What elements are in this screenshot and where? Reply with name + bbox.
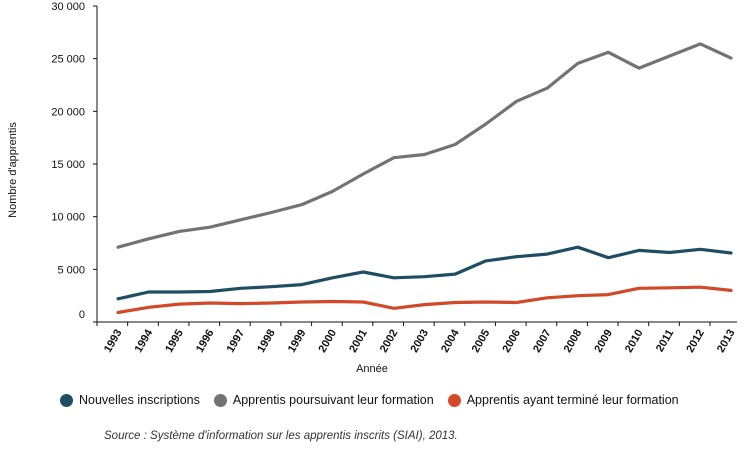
- x-tick-label: 2005: [470, 328, 493, 355]
- x-tick-label: 2003: [408, 328, 431, 355]
- x-tick-label: 2013: [715, 328, 738, 355]
- legend-label: Nouvelles inscriptions: [79, 393, 200, 407]
- y-tick-label: 25 000: [51, 54, 85, 66]
- legend-item-poursuivant: Apprentis poursuivant leur formation: [213, 393, 434, 407]
- legend-marker-icon: [447, 393, 461, 407]
- y-axis-label: Nombre d'apprentis: [7, 122, 19, 218]
- y-tick-label: 30 000: [51, 1, 85, 13]
- y-tick-label: 15 000: [51, 159, 85, 171]
- x-tick-label: 2012: [684, 328, 707, 355]
- x-tick-label: 2006: [500, 328, 523, 355]
- series-line-3: [116, 285, 733, 315]
- x-axis-ticks: 1993 1994 1995 1996 1997 1998 1999 2000 2001 2002…: [96, 322, 738, 355]
- legend-label: Apprentis ayant terminé leur formation: [466, 393, 679, 407]
- x-tick-label: 1996: [194, 328, 217, 355]
- legend: Nouvelles inscriptions Apprentis poursui…: [60, 393, 693, 407]
- x-tick-label: 2010: [623, 328, 646, 355]
- x-tick-label: 2002: [378, 328, 401, 355]
- x-tick-label: 2007: [531, 328, 554, 355]
- x-tick-label: 2009: [592, 328, 615, 355]
- x-tick-label: 1994: [133, 327, 156, 355]
- x-tick-label: 2011: [654, 328, 676, 355]
- series-lines: [116, 42, 733, 315]
- legend-marker-icon: [60, 393, 73, 407]
- y-tick-label: 10 000: [51, 212, 85, 224]
- y-tick-label: 0: [79, 309, 85, 321]
- y-axis-ticks: 0 5 000 10 000 15 000 20 000 25 000 30 000: [51, 1, 97, 323]
- legend-marker-icon: [213, 393, 227, 407]
- x-tick-label: 1997: [225, 328, 248, 355]
- y-tick-label: 5 000: [57, 264, 85, 276]
- x-tick-label: 1999: [286, 328, 309, 355]
- legend-label: Apprentis poursuivant leur formation: [232, 393, 434, 407]
- series-line-2: [116, 42, 733, 249]
- x-tick-label: 2004: [439, 327, 462, 355]
- x-tick-label: 2001: [347, 328, 370, 355]
- source-note: Source : Système d'information sur les a…: [104, 430, 458, 442]
- x-tick-label: 1998: [255, 328, 278, 355]
- x-axis-label: Année: [356, 363, 388, 375]
- x-tick-label: 1993: [102, 328, 125, 355]
- series-line-1: [116, 245, 733, 301]
- x-tick-label: 1995: [163, 328, 186, 355]
- x-tick-label: 2000: [317, 328, 340, 355]
- legend-item-termine: Apprentis ayant terminé leur formation: [447, 393, 679, 407]
- legend-item-nouvelles-inscriptions: Nouvelles inscriptions: [60, 393, 200, 407]
- x-tick-label: 2008: [562, 328, 585, 355]
- y-tick-label: 20 000: [51, 106, 85, 118]
- axes: [96, 6, 737, 323]
